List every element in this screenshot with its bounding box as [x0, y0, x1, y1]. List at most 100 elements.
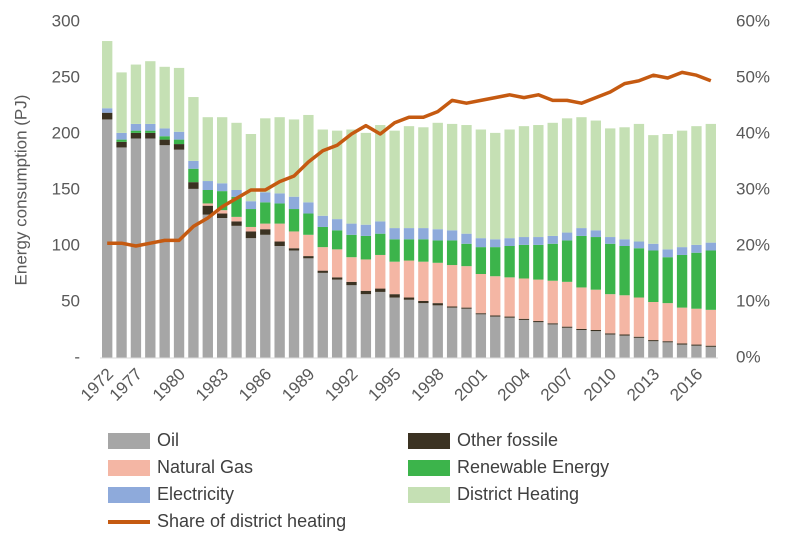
bar-segment	[605, 294, 616, 334]
y-tick-label: 100	[52, 235, 80, 254]
bar-segment	[547, 280, 558, 324]
bar-segment	[633, 336, 645, 338]
bar-segment	[461, 308, 472, 358]
bar-segment	[145, 123, 156, 131]
bar-segment	[648, 340, 659, 342]
bar-segment	[116, 72, 127, 133]
y2-tick-label: 10%	[736, 291, 770, 310]
legend-label: Other fossile	[457, 430, 558, 450]
bar-segment	[605, 128, 616, 238]
bar-segment	[633, 297, 645, 337]
bar-segment	[360, 290, 372, 295]
bar-segment	[662, 303, 673, 342]
bar-segment	[490, 132, 501, 240]
bar-segment	[317, 247, 328, 271]
bar-segment	[202, 117, 213, 182]
bar-segment	[662, 249, 673, 258]
bar-segment	[461, 266, 472, 308]
bar-segment	[648, 302, 659, 341]
bar-segment	[490, 316, 501, 358]
bar-segment	[605, 243, 616, 295]
bar-segment	[116, 147, 127, 358]
legend-swatch	[108, 487, 150, 503]
bar-segment	[432, 262, 443, 304]
y2-tick-label: 50%	[736, 67, 770, 86]
bar-segment	[317, 270, 328, 273]
bar-segment	[648, 135, 659, 244]
bar-segment	[676, 343, 688, 345]
bar-segment	[331, 230, 343, 250]
bar-segment	[188, 182, 199, 189]
bar-segment	[432, 303, 443, 306]
bar-segment	[446, 307, 458, 358]
bar-segment	[576, 330, 587, 358]
bar-segment	[102, 41, 113, 109]
legend-swatch	[108, 433, 150, 449]
bar-segment	[461, 243, 472, 267]
bar-segment	[346, 257, 357, 282]
bar-segment	[274, 246, 285, 358]
bar-segment	[346, 223, 357, 235]
bar-segment	[173, 144, 185, 150]
bar-segment	[173, 139, 185, 145]
bar-segment	[389, 130, 400, 229]
bar-segment	[331, 279, 343, 358]
bar-segment	[446, 230, 458, 241]
bar-segment	[245, 231, 257, 239]
bar-segment	[202, 214, 213, 358]
bar-segment	[274, 203, 285, 224]
bar-segment	[274, 117, 285, 194]
bar-segment	[317, 129, 328, 216]
bar-segment	[231, 225, 242, 358]
bar-segment	[504, 277, 515, 317]
legend-swatch	[108, 460, 150, 476]
bar-segment	[518, 126, 530, 238]
bar-segment	[475, 238, 487, 248]
bar-segment	[102, 119, 113, 358]
bar-segment	[159, 128, 170, 137]
bar-segment	[676, 307, 688, 344]
bar-segment	[518, 244, 530, 279]
legend-label: Share of district heating	[157, 511, 346, 531]
bar-segment	[590, 230, 602, 238]
bar-segment	[518, 319, 530, 358]
bar-segment	[360, 235, 372, 260]
bar-segment	[446, 123, 458, 231]
bar-segment	[375, 288, 386, 292]
bar-segment	[619, 239, 630, 246]
bar-segment	[216, 210, 228, 214]
bar-segment	[676, 344, 688, 358]
bar-segment	[173, 67, 185, 132]
bar-segment	[576, 328, 587, 330]
bar-segment	[432, 122, 443, 230]
bar-segment	[231, 190, 242, 197]
bar-segment	[346, 285, 357, 358]
x-tick-label: 2016	[666, 365, 706, 405]
y-axis-label: Energy consumption (PJ)	[11, 95, 30, 286]
y2-tick-label: 20%	[736, 235, 770, 254]
bar-segment	[461, 233, 472, 244]
bar-segment	[518, 318, 530, 320]
bar-segment	[245, 226, 257, 232]
x-tick-label: 1986	[235, 365, 275, 405]
bar-segment	[691, 308, 702, 345]
bar-segment	[619, 295, 630, 335]
x-tick-label: 1980	[149, 365, 189, 405]
y-tick-label: 300	[52, 11, 80, 30]
bar-segment	[547, 235, 558, 244]
bar-segment	[691, 126, 702, 245]
bar-segment	[231, 221, 242, 226]
bar-segment	[375, 254, 386, 289]
bar-segment	[188, 160, 199, 169]
bar-segment	[216, 183, 228, 192]
bar-segment	[202, 190, 213, 204]
bar-segment	[331, 130, 343, 220]
bar-segment	[260, 202, 271, 224]
bar-segment	[130, 130, 142, 133]
bar-segment	[518, 237, 530, 245]
bar-segment	[490, 247, 501, 277]
bar-segment	[216, 117, 228, 184]
bar-segment	[533, 321, 544, 323]
bar-segment	[130, 123, 142, 131]
bar-segment	[303, 213, 314, 235]
